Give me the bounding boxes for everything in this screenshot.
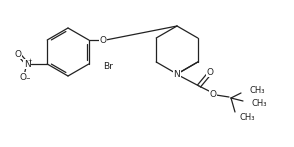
Text: N: N bbox=[24, 60, 31, 69]
Text: CH₃: CH₃ bbox=[249, 86, 265, 95]
Text: Br: Br bbox=[103, 61, 113, 71]
Text: CH₃: CH₃ bbox=[239, 113, 255, 122]
Text: CH₃: CH₃ bbox=[251, 98, 266, 107]
Text: +: + bbox=[28, 57, 33, 62]
Text: O: O bbox=[99, 35, 106, 45]
Text: N: N bbox=[174, 70, 181, 78]
Text: O: O bbox=[20, 72, 27, 81]
Text: O: O bbox=[206, 67, 213, 76]
Text: O: O bbox=[210, 90, 216, 98]
Text: O: O bbox=[15, 50, 22, 59]
Text: −: − bbox=[26, 76, 31, 81]
